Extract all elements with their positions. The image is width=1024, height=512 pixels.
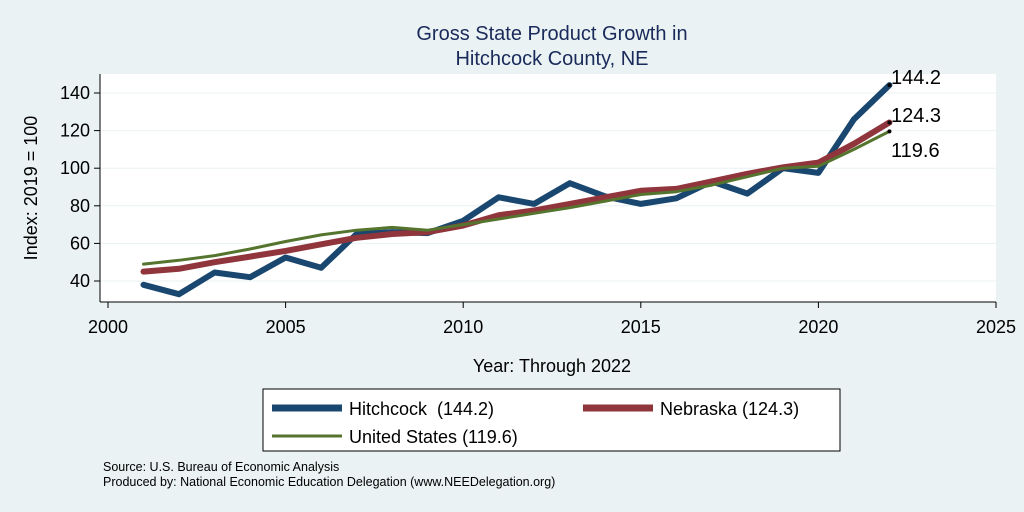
end-label-nebraska: 124.3	[891, 105, 941, 127]
end-labels: 144.2 124.3 119.6	[887, 67, 941, 162]
series-lines	[140, 82, 893, 298]
y-tick-label-140: 140	[60, 83, 90, 103]
y-tick-label-60: 60	[70, 233, 90, 253]
end-label-united-states: 119.6	[891, 140, 940, 162]
y-axis-label: Index: 2019 = 100	[21, 116, 41, 261]
producer-note: Produced by: National Economic Education…	[103, 475, 555, 489]
series-line-hitchcock	[140, 82, 893, 298]
legend-label-united-states: United States (119.6)	[349, 427, 518, 447]
source-note: Source: U.S. Bureau of Economic Analysis	[103, 460, 339, 474]
y-tick-label-120: 120	[60, 121, 90, 141]
plot-area	[100, 74, 996, 302]
legend-label-hitchcock: Hitchcock (144.2)	[349, 399, 494, 419]
legend-box	[262, 388, 841, 452]
end-marker-united-states	[887, 129, 892, 134]
chart-title-line-1: Gross State Product Growth in	[416, 23, 687, 45]
legend: Hitchcock (144.2) Nebraska (124.3) Unite…	[262, 388, 841, 452]
series-line-nebraska	[140, 119, 893, 275]
y-tick-label-40: 40	[70, 271, 90, 291]
end-marker-hitchcock	[887, 83, 892, 88]
chart-title-line-2: Hitchcock County, NE	[455, 48, 648, 70]
y-tick-label-100: 100	[60, 158, 90, 178]
x-tick-label-2005: 2005	[266, 317, 306, 337]
x-tick-label-2025: 2025	[976, 317, 1016, 337]
axes	[99, 74, 996, 303]
end-label-hitchcock: 144.2	[891, 67, 941, 89]
x-tick-label-2010: 2010	[443, 317, 483, 337]
x-tick-label-2020: 2020	[798, 317, 838, 337]
end-marker-nebraska	[887, 120, 892, 125]
series-line-united-states	[142, 129, 891, 266]
x-ticks: 2000 2005 2010 2015 2020 2025	[88, 302, 1016, 337]
x-tick-label-2015: 2015	[621, 317, 661, 337]
x-tick-label-2000: 2000	[88, 317, 128, 337]
legend-label-nebraska: Nebraska (124.3)	[660, 399, 799, 419]
x-axis-label: Year: Through 2022	[473, 356, 631, 376]
y-ticks: 40 60 80 100 120 140	[60, 83, 100, 291]
y-tick-label-80: 80	[70, 196, 90, 216]
